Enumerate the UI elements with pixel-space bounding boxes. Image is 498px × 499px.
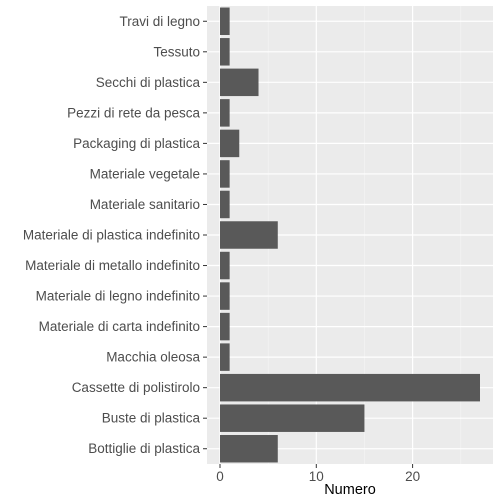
x-axis-title: Numero: [324, 482, 376, 498]
x-tick-label: 20: [405, 469, 420, 484]
bars: [220, 7, 480, 463]
x-tick-label: 10: [309, 469, 324, 484]
y-tick-label: Bottiglie di plastica: [88, 441, 200, 456]
y-tick-label: Materiale di plastica indefinito: [23, 228, 200, 243]
x-tick-label: 0: [216, 469, 224, 484]
bar: [220, 38, 230, 66]
y-tick-label: Pezzi di rete da pesca: [67, 105, 200, 120]
bar: [220, 434, 278, 463]
bar: [220, 160, 230, 188]
bar: [220, 99, 230, 127]
y-tick-label: Packaging di plastica: [73, 136, 200, 151]
y-tick-label: Materiale sanitario: [90, 197, 200, 212]
bar: [220, 343, 230, 371]
y-axis: Travi di legno Tessuto Secchi di plastica P…: [23, 14, 207, 456]
y-tick-label: Secchi di plastica: [96, 75, 201, 90]
y-tick-label: Macchia oleosa: [106, 350, 200, 365]
bar: [220, 282, 230, 310]
y-tick-label: Cassette di polistirolo: [72, 380, 200, 395]
bar: [220, 7, 230, 36]
bar: [220, 251, 230, 280]
y-tick-label: Buste di plastica: [102, 411, 201, 426]
y-tick-label: Tessuto: [153, 44, 200, 59]
y-tick-label: Materiale vegetale: [90, 166, 200, 181]
bar: [220, 312, 230, 341]
bar: [220, 68, 259, 97]
y-tick-label: Travi di legno: [119, 14, 200, 29]
bar: [220, 373, 480, 402]
bar: [220, 129, 240, 158]
y-tick-label: Materiale di carta indefinito: [39, 319, 200, 334]
y-tick-label: Materiale di legno indefinito: [36, 289, 200, 304]
bar: [220, 221, 278, 249]
bar: [220, 404, 365, 432]
x-axis: 0 10 20: [216, 464, 420, 484]
y-tick-label: Materiale di metallo indefinito: [25, 258, 200, 273]
bar: [220, 190, 230, 219]
